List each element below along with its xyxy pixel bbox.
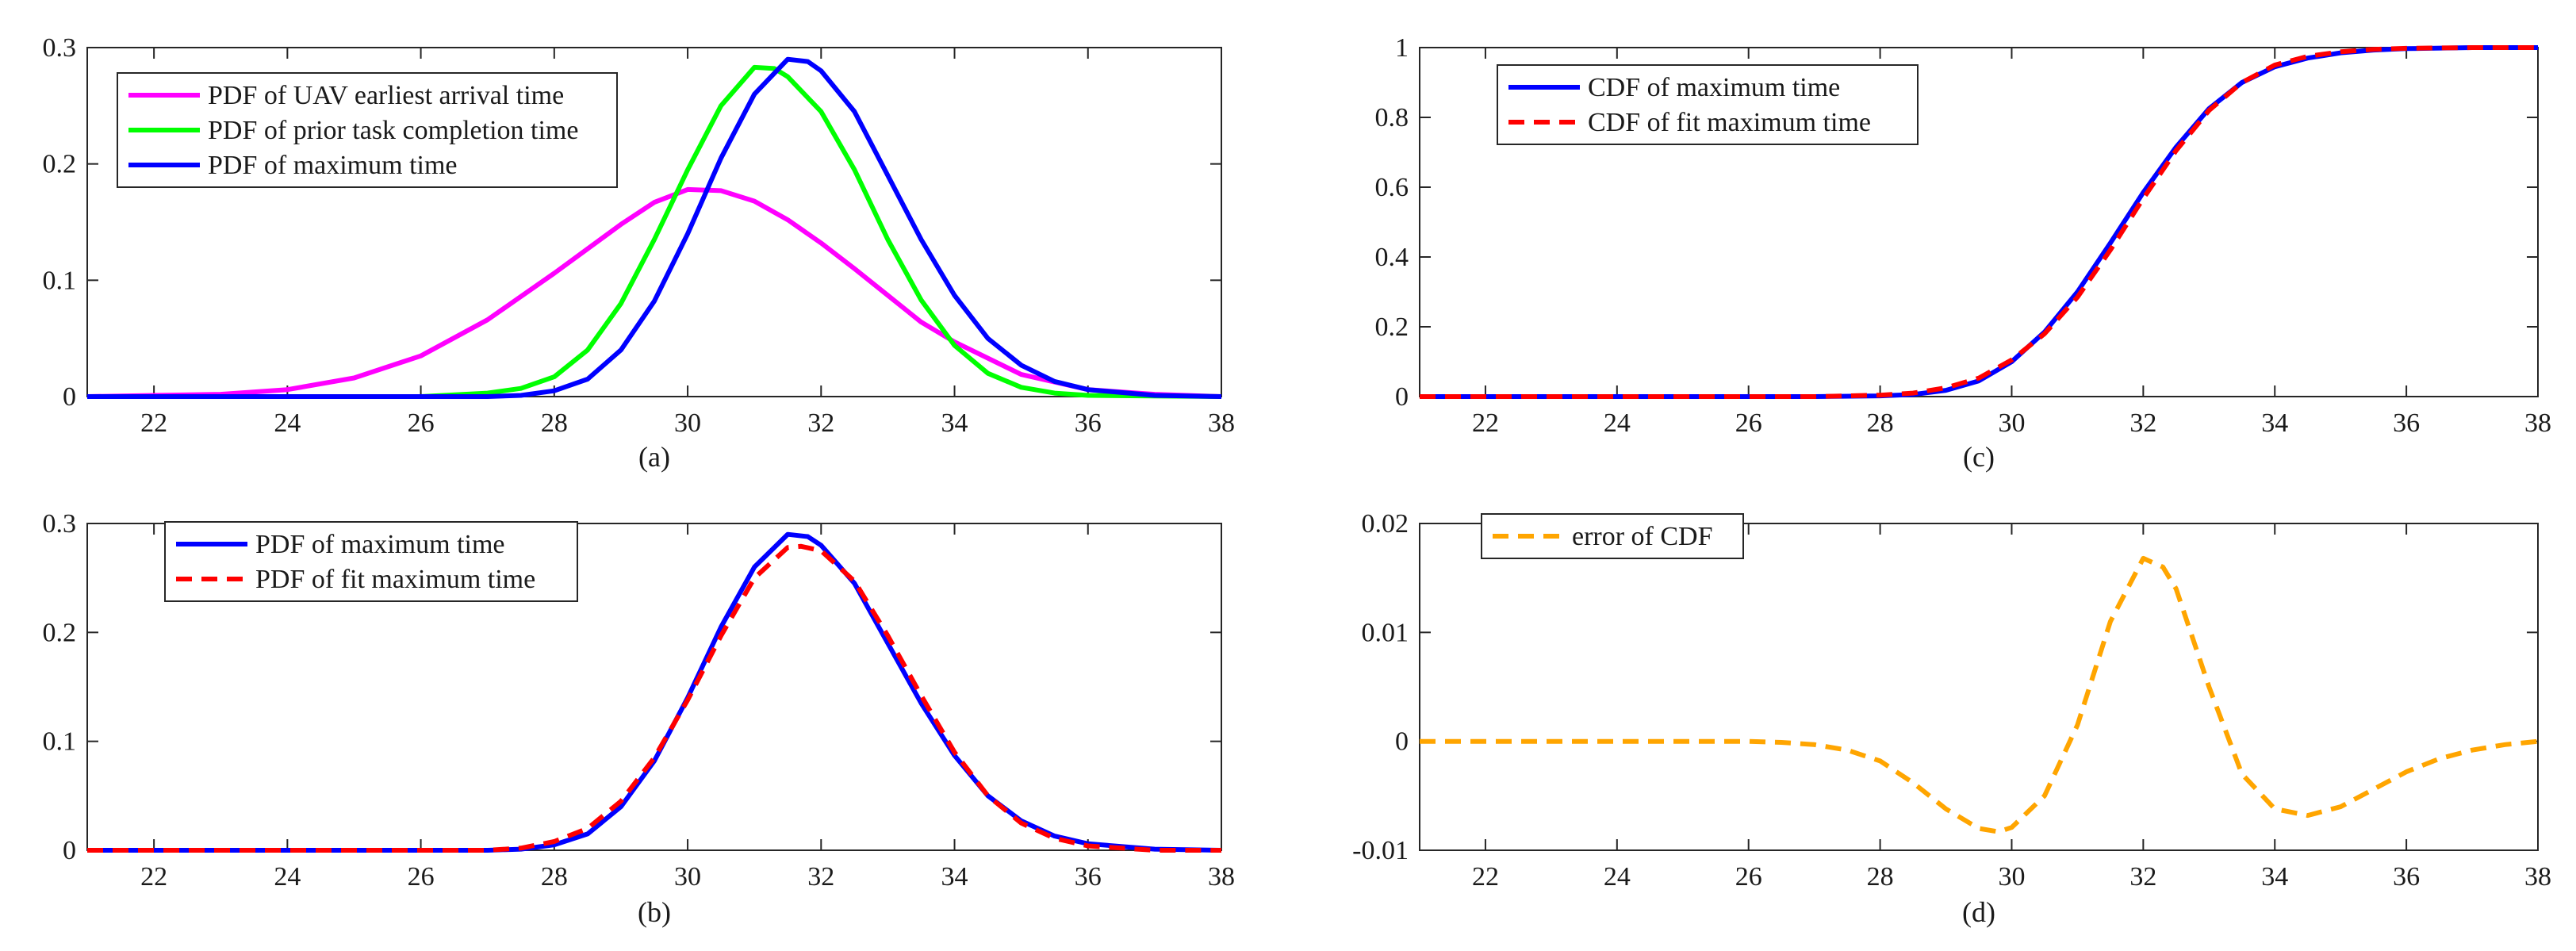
y-tick-label: 0.1 [43,727,77,757]
x-tick-label: 28 [541,408,568,438]
x-tick-label: 26 [408,408,435,438]
x-tick-label: 26 [1735,408,1762,438]
x-tick-label: 28 [1867,862,1894,892]
y-tick-label: -0.01 [1352,836,1409,865]
x-tick-label: 32 [807,408,834,438]
y-tick-label: 0 [1395,727,1409,757]
series-line-c-1 [1420,45,2538,399]
x-tick-label: 36 [2393,408,2420,438]
x-tick-label: 32 [2129,862,2156,892]
series-line-a-3 [87,56,1221,399]
y-tick-label: 0.8 [1375,103,1409,132]
x-tick-label: 30 [1998,862,2025,892]
x-tick-label: 24 [1604,862,1631,892]
series-line-a-2 [87,64,1221,399]
y-tick-label: 0.2 [43,150,77,179]
x-tick-label: 30 [674,862,701,892]
chart-c: 22 24 26 28 30 32 34 36 38 0 0.2 0.4 0.6 0.8 1 CDF of m… [1375,33,2552,473]
series-line-b-1 [87,531,1221,853]
y-tick-label: 0 [63,836,76,865]
chart-b: 22 24 26 28 30 32 34 36 38 0 0.1 0.2 0.3 PDF of maxim… [43,509,1236,928]
legend-c: CDF of maximum time CDF of fit maximum ti… [1497,64,1919,145]
legend-label: error of CDF [1572,522,1713,551]
x-tick-label: 38 [2524,408,2551,438]
x-tick-label: 28 [1867,408,1894,438]
x-tick-label: 34 [941,408,968,438]
legend-label: PDF of prior task completion time [208,116,578,145]
legend-label: PDF of UAV earliest arrival time [208,81,564,110]
x-tick-label: 36 [1075,408,1102,438]
legend-label: PDF of maximum time [255,530,505,559]
y-tick-label: 0.3 [43,33,77,63]
legend-label: PDF of maximum time [208,151,458,180]
legend-a: PDF of UAV earliest arrival time PDF of p… [117,72,618,188]
x-tick-label: 38 [1208,862,1235,892]
caption-b: (b) [638,896,671,928]
legend-box [1497,64,1919,145]
x-tick-label: 38 [2524,862,2551,892]
legend-d: error of CDF [1481,513,1744,559]
chart-a: 22 24 26 28 30 32 34 36 38 0 0.1 0.2 0.3 PDF of UAV e… [43,33,1236,473]
y-tick-label: 0.2 [43,618,77,647]
x-tick-label: 32 [2129,408,2156,438]
caption-c: (c) [1963,441,1995,473]
x-tick-label: 24 [274,862,301,892]
y-tick-label: 0.4 [1375,243,1409,272]
x-tick-label: 34 [2261,862,2288,892]
x-tick-label: 36 [1075,862,1102,892]
x-tick-label: 34 [2261,408,2288,438]
x-tick-label: 24 [1604,408,1631,438]
x-tick-label: 30 [1998,408,2025,438]
y-tick-label: 0.1 [43,266,77,295]
plot-area-d [1419,523,2539,851]
x-tick-label: 24 [274,408,301,438]
x-tick-label: 30 [674,408,701,438]
legend-b: PDF of maximum time PDF of fit maximum ti… [164,521,578,602]
y-tick-label: 1 [1395,33,1409,63]
chart-d: 22 24 26 28 30 32 34 36 38 -0.01 0 0.01 0.02 error of… [1352,509,2551,928]
caption-a: (a) [638,441,670,473]
legend-label: CDF of maximum time [1588,73,1840,102]
caption-d: (d) [1962,896,1995,928]
legend-label: CDF of fit maximum time [1588,108,1871,137]
legend-box [164,521,578,602]
x-tick-label: 28 [541,862,568,892]
x-tick-label: 34 [941,862,968,892]
x-tick-label: 26 [408,862,435,892]
x-tick-label: 26 [1735,862,1762,892]
legend-label: PDF of fit maximum time [255,565,535,594]
x-tick-label: 22 [140,408,167,438]
x-tick-label: 36 [2393,862,2420,892]
x-tick-label: 22 [1472,862,1499,892]
x-tick-label: 22 [140,862,167,892]
x-tick-label: 32 [807,862,834,892]
x-tick-label: 22 [1472,408,1499,438]
series-line-b-2 [87,543,1221,853]
y-tick-label: 0.2 [1375,313,1409,342]
y-tick-label: 0.02 [1362,509,1409,539]
y-tick-label: 0 [63,382,76,412]
y-tick-label: 0 [1395,382,1409,412]
legend-box [117,72,618,188]
y-tick-label: 0.6 [1375,173,1409,202]
y-tick-label: 0.01 [1362,618,1409,647]
x-tick-label: 38 [1208,408,1235,438]
series-line-d-1 [1420,555,2538,834]
y-tick-label: 0.3 [43,509,77,539]
